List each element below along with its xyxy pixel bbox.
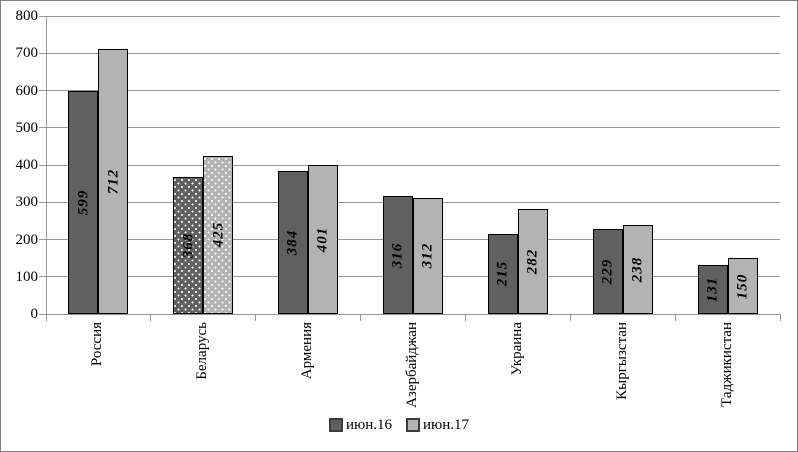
y-axis-tick-label: 500 (15, 119, 39, 136)
y-axis-tick-label: 800 (15, 8, 39, 24)
y-axis-tick-label: 0 (30, 306, 39, 322)
category-label: Украина (508, 322, 525, 376)
y-axis-tick (39, 276, 46, 278)
bar-value-label: 599 (74, 189, 91, 216)
bar-value-label: 131 (704, 276, 721, 303)
bar: 229 (592, 228, 623, 314)
x-axis-tick (569, 314, 571, 321)
x-axis-tick (150, 314, 152, 321)
y-axis-tick-label: 600 (15, 82, 39, 99)
category-label: Кыргызстан (613, 322, 630, 400)
bar: 282 (517, 208, 548, 314)
bar-value-label: 229 (599, 258, 616, 285)
x-axis-tick (255, 314, 257, 321)
bar-value-label: 712 (104, 168, 121, 195)
gridline (46, 164, 780, 166)
gridline (46, 313, 780, 315)
y-axis-tick-label: 300 (15, 194, 39, 211)
y-axis-tick (39, 127, 46, 129)
bar-value-label: 282 (524, 248, 541, 275)
category-label: Азербайджан (404, 322, 420, 408)
bar: 215 (487, 233, 518, 314)
y-axis-tick (39, 164, 46, 166)
bar: 712 (98, 48, 129, 314)
legend-label: июн.17 (423, 417, 470, 433)
y-axis-tick-label: 400 (15, 157, 39, 173)
bar: 238 (622, 225, 653, 314)
plot-area: 599 712 368 425 384 401 316 312 215 282 229 238 131 1… (39, 15, 781, 321)
category-label: Армения (299, 322, 316, 380)
legend-swatch (328, 418, 343, 432)
bar-value-label: 312 (419, 243, 436, 269)
bar: 316 (383, 196, 413, 314)
x-axis-tick (360, 314, 362, 321)
gridline (46, 52, 780, 54)
bar: 368 (173, 176, 204, 314)
y-axis-tick-label: 100 (15, 268, 39, 285)
y-axis-tick (39, 313, 46, 315)
bar-value-label: 238 (629, 256, 646, 283)
bar-value-label: 215 (494, 261, 511, 287)
y-axis-tick (39, 52, 46, 54)
bar-value-label: 384 (284, 229, 301, 256)
legend-label: июн.16 (345, 417, 392, 433)
y-axis-tick (39, 15, 46, 17)
y-axis-tick (39, 239, 46, 240)
bar: 384 (278, 170, 309, 314)
category-label: Беларусь (194, 322, 211, 380)
bar-value-label: 316 (389, 242, 406, 268)
bar-value-label: 425 (209, 222, 226, 248)
bar: 599 (68, 90, 99, 314)
y-axis-tick (39, 201, 46, 203)
x-axis-tick (464, 314, 466, 321)
x-axis-tick (45, 314, 47, 321)
bar-value-label: 401 (314, 226, 331, 253)
legend-item: июн.16 (328, 417, 392, 433)
gridline (46, 15, 780, 17)
legend: июн.16 июн.17 (1, 417, 797, 433)
legend-swatch (406, 418, 420, 432)
bar-value-label: 150 (734, 273, 751, 299)
gridline (46, 127, 780, 129)
y-axis-tick-label: 200 (15, 231, 39, 248)
y-axis-tick (39, 90, 46, 91)
bar: 150 (727, 258, 758, 314)
bar: 131 (697, 265, 728, 314)
bar-value-label: 368 (179, 232, 196, 259)
category-label: Россия (89, 322, 106, 367)
y-axis-line (46, 16, 47, 321)
bar: 425 (203, 155, 234, 314)
x-axis-tick (674, 314, 676, 321)
y-axis-tick-label: 700 (15, 45, 39, 62)
x-axis-tick (779, 314, 781, 321)
bar: 312 (413, 197, 443, 314)
category-label: Таджикистан (718, 322, 735, 407)
legend-item: июн.17 (406, 417, 469, 433)
bar: 401 (308, 164, 339, 314)
gridline (46, 90, 780, 91)
